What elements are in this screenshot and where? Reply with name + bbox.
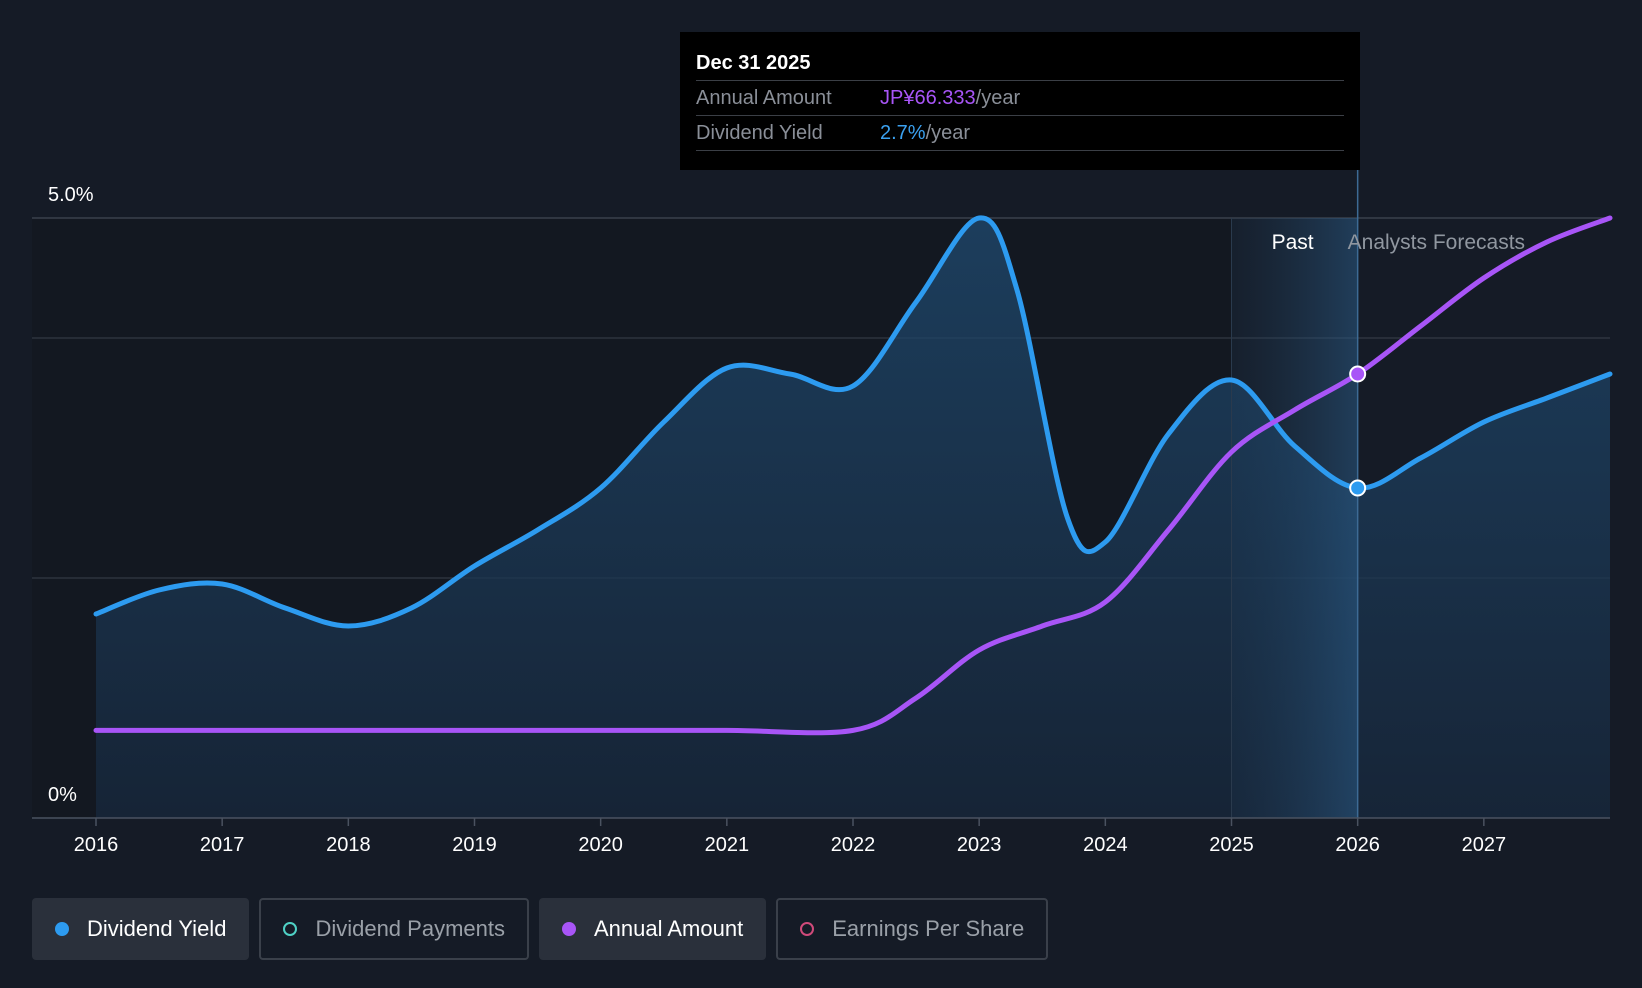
legend-dot-icon xyxy=(561,922,576,936)
tooltip-annual-unit: /year xyxy=(975,87,1021,109)
y-bottom-label: 0% xyxy=(48,784,77,806)
tooltip-yield-row: Dividend Yield 2.7% /year xyxy=(696,116,1344,151)
past-band xyxy=(1231,218,1358,818)
dividend-yield-line xyxy=(93,215,1613,629)
chart-legend: Dividend Yield Dividend Payments Annual … xyxy=(32,898,1058,960)
x-tick-label: 2025 xyxy=(1209,834,1254,856)
tooltip-yield-label: Dividend Yield xyxy=(696,122,823,144)
x-tick-label: 2018 xyxy=(326,834,371,856)
legend-dividend-yield[interactable]: Dividend Yield xyxy=(32,898,250,960)
annual-amount-line xyxy=(93,215,1613,736)
tooltip-annual-row: Annual Amount JP¥66.333 /year xyxy=(696,81,1344,116)
x-tick-label: 2021 xyxy=(705,834,750,856)
x-tick-label: 2023 xyxy=(957,834,1002,856)
legend-label: Earnings Per Share xyxy=(832,916,1025,941)
forecast-label: Analysts Forecasts xyxy=(1348,231,1525,254)
legend-label: Annual Amount xyxy=(593,916,744,941)
legend-ring-icon xyxy=(800,922,815,936)
tooltip-annual-label: Annual Amount xyxy=(696,87,832,109)
y-top-label: 5.0% xyxy=(48,184,94,206)
x-tick-label: 2022 xyxy=(831,834,876,856)
legend-label: Dividend Yield xyxy=(87,916,227,941)
x-tick-label: 2016 xyxy=(74,834,119,856)
legend-ring-icon xyxy=(283,922,298,936)
tooltip-yield-unit: /year xyxy=(925,122,971,144)
annual-amount-marker xyxy=(1349,365,1367,383)
legend-dot-icon xyxy=(55,922,69,936)
tooltip-annual-value: JP¥66.333 xyxy=(880,87,976,109)
legend-dividend-payments[interactable]: Dividend Payments xyxy=(259,898,529,960)
legend-annual-amount[interactable]: Annual Amount xyxy=(538,898,767,960)
legend-label: Dividend Payments xyxy=(315,916,505,941)
past-label: Past xyxy=(1272,231,1314,254)
chart-tooltip: Dec 31 2025 Annual Amount JP¥66.333 /yea… xyxy=(680,32,1360,170)
x-tick-label: 2024 xyxy=(1083,834,1128,856)
tooltip-yield-value: 2.7% xyxy=(880,122,926,144)
legend-earnings-per-share[interactable]: Earnings Per Share xyxy=(776,898,1049,960)
x-tick-label: 2019 xyxy=(452,834,497,856)
x-tick-label: 2020 xyxy=(578,834,623,856)
x-tick-label: 2027 xyxy=(1462,834,1507,856)
x-tick-label: 2026 xyxy=(1335,834,1380,856)
x-tick-label: 2017 xyxy=(200,834,245,856)
dividend-yield-marker xyxy=(1349,479,1367,497)
tooltip-date: Dec 31 2025 xyxy=(696,46,1344,81)
